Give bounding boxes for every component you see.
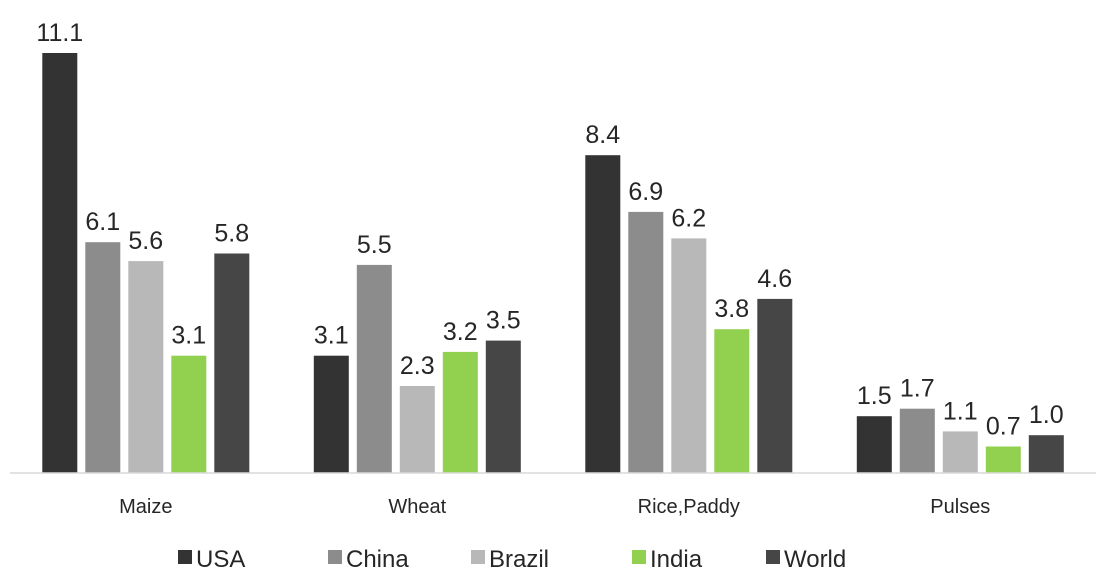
legend-label-world: World xyxy=(784,546,846,573)
bar-india-rice-paddy xyxy=(714,329,750,473)
bars-layer xyxy=(42,53,1064,473)
legend-label-usa: USA xyxy=(196,546,245,573)
value-label-world-pulses: 1.0 xyxy=(1029,401,1064,429)
value-label-world-wheat: 3.5 xyxy=(486,307,521,335)
legend-label-india: India xyxy=(650,546,703,573)
value-label-china-pulses: 1.7 xyxy=(900,375,935,403)
bar-china-rice-paddy xyxy=(628,211,664,473)
value-label-usa-pulses: 1.5 xyxy=(857,382,892,410)
bar-india-maize xyxy=(171,355,207,473)
bar-brazil-pulses xyxy=(942,431,978,473)
bar-brazil-rice-paddy xyxy=(671,238,707,473)
value-label-usa-maize: 11.1 xyxy=(36,19,83,47)
value-label-china-wheat: 5.5 xyxy=(357,231,392,259)
bar-brazil-wheat xyxy=(399,386,435,473)
bar-usa-rice-paddy xyxy=(585,155,621,473)
value-label-india-rice-paddy: 3.8 xyxy=(714,295,749,323)
bar-usa-maize xyxy=(42,53,78,473)
category-label-wheat: Wheat xyxy=(388,496,446,518)
value-label-world-rice-paddy: 4.6 xyxy=(757,265,792,293)
bar-brazil-maize xyxy=(128,261,164,473)
category-label-pulses: Pulses xyxy=(930,496,990,518)
legend-swatch-india xyxy=(632,550,646,564)
legend-swatch-china xyxy=(328,550,342,564)
value-label-usa-rice-paddy: 8.4 xyxy=(585,121,620,149)
legend-label-brazil: Brazil xyxy=(489,546,549,573)
value-label-usa-wheat: 3.1 xyxy=(314,322,349,350)
value-label-world-maize: 5.8 xyxy=(214,220,249,248)
value-label-india-pulses: 0.7 xyxy=(986,413,1021,441)
bar-usa-pulses xyxy=(856,416,892,473)
value-labels-layer: 11.1 6.1 5.6 3.1 5.8 3.1 5.5 2.3 3.2 3.5 8.4 6.9 6.2… xyxy=(36,19,1063,441)
value-label-brazil-maize: 5.6 xyxy=(128,227,163,255)
legend-swatch-brazil xyxy=(471,550,485,564)
legend-swatch-usa xyxy=(178,550,192,564)
value-label-india-wheat: 3.2 xyxy=(443,318,478,346)
legend: USA China Brazil India World xyxy=(178,546,846,573)
bar-china-wheat xyxy=(356,264,392,473)
bar-china-pulses xyxy=(899,408,935,473)
bar-world-pulses xyxy=(1028,435,1064,473)
value-label-brazil-pulses: 1.1 xyxy=(943,397,978,425)
category-labels-layer: Maize Wheat Rice,Paddy Pulses xyxy=(119,496,990,518)
category-label-maize: Maize xyxy=(119,496,172,518)
bar-world-maize xyxy=(214,253,250,473)
bar-world-wheat xyxy=(485,340,521,473)
value-label-brazil-wheat: 2.3 xyxy=(400,352,435,380)
value-label-india-maize: 3.1 xyxy=(171,322,206,350)
category-label-rice-paddy: Rice,Paddy xyxy=(638,496,740,518)
bar-world-rice-paddy xyxy=(757,298,793,473)
bar-india-pulses xyxy=(985,446,1021,473)
bar-usa-wheat xyxy=(313,355,349,473)
value-label-brazil-rice-paddy: 6.2 xyxy=(671,204,706,232)
legend-label-china: China xyxy=(346,546,409,573)
bar-india-wheat xyxy=(442,351,478,473)
legend-swatch-world xyxy=(766,550,780,564)
bar-china-maize xyxy=(85,242,121,473)
value-label-china-rice-paddy: 6.9 xyxy=(628,178,663,206)
value-label-china-maize: 6.1 xyxy=(85,208,120,236)
